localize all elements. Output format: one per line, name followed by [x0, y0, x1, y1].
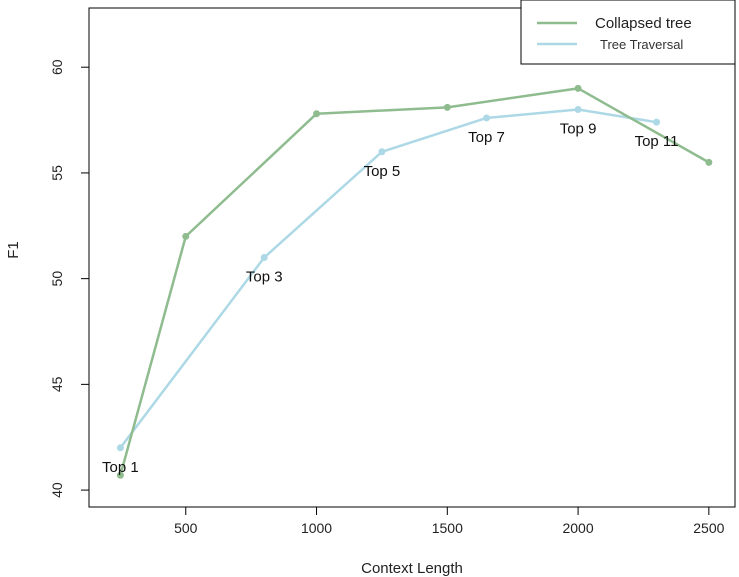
- series-0-point: [443, 103, 451, 111]
- x-tick-label: 1500: [432, 520, 463, 536]
- series-0-point: [705, 158, 713, 166]
- series-1-point: [260, 254, 268, 261]
- legend-label-collapsed-tree: Collapsed tree: [595, 15, 692, 32]
- series-0-point: [313, 110, 321, 118]
- x-axis-title: Context Length: [361, 560, 463, 577]
- x-tick-label: 2000: [562, 520, 593, 536]
- y-axis: 40 45 50 55 60: [49, 59, 90, 498]
- x-axis: 500 1000 1500 2000 2500: [174, 506, 725, 536]
- series-1-point: [483, 114, 491, 122]
- series-1-point: [378, 148, 386, 156]
- y-tick-label: 40: [49, 482, 65, 498]
- series-line-1: [119, 108, 657, 449]
- x-tick-label: 2500: [693, 520, 724, 536]
- legend: Collapsed tree Tree Traversal: [520, 0, 736, 65]
- y-axis-title: F1: [5, 241, 22, 259]
- legend-label-tree-traversal: Tree Traversal: [600, 37, 683, 52]
- point-label: Top 1: [102, 459, 139, 476]
- y-tick-label: 50: [49, 271, 65, 287]
- point-label: Top 3: [246, 269, 283, 286]
- series-1-point: [574, 105, 582, 113]
- y-tick-label: 60: [49, 59, 65, 75]
- series-0-point: [116, 471, 124, 479]
- y-tick-label: 45: [49, 376, 65, 392]
- series-0-point: [574, 84, 582, 92]
- legend-box: [520, 0, 736, 65]
- point-label: Top 11: [635, 133, 679, 150]
- point-label: Top 5: [364, 163, 401, 180]
- point-label: Top 9: [560, 120, 597, 137]
- series-line-0: [119, 87, 710, 476]
- y-tick-label: 55: [49, 165, 65, 181]
- series-layer: [116, 84, 713, 479]
- plot-frame: [88, 7, 736, 508]
- x-tick-label: 500: [174, 520, 198, 536]
- point-label: Top 7: [468, 129, 505, 146]
- series-1-point: [116, 444, 124, 452]
- point-labels-layer: Top 1 Top 3 Top 5 Top 7 Top 9 Top 11: [102, 120, 678, 475]
- series-0-point: [182, 232, 190, 240]
- x-tick-label: 1000: [301, 520, 332, 536]
- series-1-point: [653, 118, 661, 126]
